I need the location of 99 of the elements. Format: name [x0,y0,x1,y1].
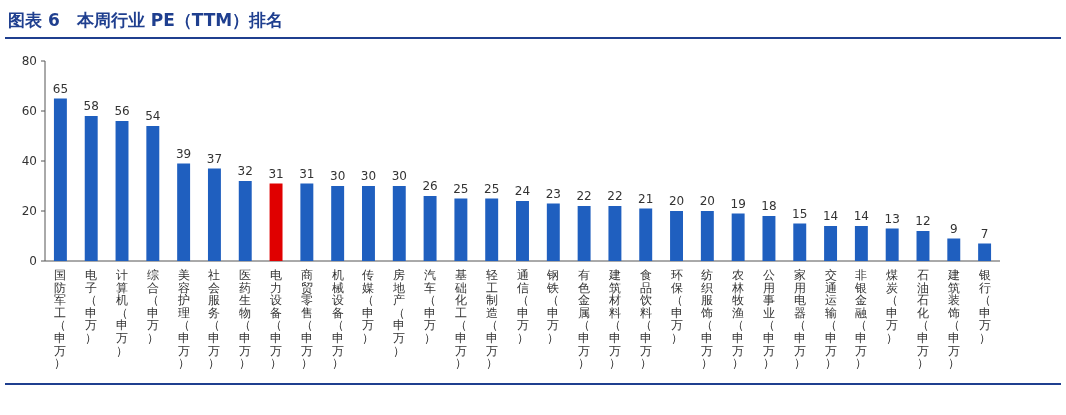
x-tick-label: 钢铁（申万） [546,268,560,345]
x-tick-label: 汽车（申万） [424,268,437,345]
data-label: 13 [884,211,900,226]
x-tick-label: 食品饮料（申万） [638,268,652,371]
x-tick-label: 计算机（申万） [116,268,129,358]
x-tick-label: 轻工制造（申万） [485,268,498,371]
y-tick-label: 0 [29,254,37,268]
data-label: 22 [607,189,623,203]
data-label: 22 [576,189,592,203]
x-tick-label: 国防军工（申万） [54,268,67,371]
x-tick-label: 社会服务（申万） [208,268,221,371]
data-label: 21 [638,191,654,206]
x-tick-label: 银行（申万） [977,268,991,345]
bar [824,226,838,261]
y-tick-label: 80 [21,54,37,68]
data-label: 23 [545,186,561,201]
data-label: 54 [145,109,161,123]
x-tick-label: 交通运输（申万） [824,268,837,371]
bar [84,116,98,261]
bar [53,98,67,261]
bar [115,121,129,261]
x-tick-label: 非银金融（申万） [854,268,868,371]
x-tick-label: 有色金属（申万） [578,268,591,371]
x-tick-label: 房地产（申万） [392,268,406,358]
data-label: 9 [949,221,958,236]
x-tick-label: 传媒（申万） [362,268,375,345]
y-tick-label: 40 [21,154,37,168]
data-label: 30 [391,169,407,183]
bar [300,183,314,261]
x-tick-label: 医药生物（申万） [239,268,252,371]
bar [670,211,683,261]
bar [947,238,961,261]
data-label: 65 [52,81,69,96]
y-tick-label: 20 [21,204,37,218]
bar [516,201,529,261]
x-tick-label: 环保（申万） [670,268,683,345]
chart-title: 图表 6 本周行业 PE（TTM）排名 [8,10,284,30]
x-tick-label: 综合（申万） [146,268,159,345]
x-tick-label: 农林牧渔（申万） [731,268,745,371]
bar [207,168,221,261]
bar [269,183,283,261]
data-label: 56 [114,104,130,118]
data-label: 25 [453,181,469,196]
x-tick-label: 通信（申万） [516,268,529,345]
bar [793,223,807,261]
bar [762,216,776,261]
bar [577,206,591,261]
data-label: 39 [175,146,192,161]
data-label: 15 [792,206,808,221]
data-label: 20 [699,194,715,208]
data-label: 30 [330,169,346,183]
bar [731,213,745,261]
x-tick-label: 公用事业（申万） [762,268,775,371]
bar [608,206,622,261]
data-label: 14 [853,209,870,223]
data-label: 30 [360,169,377,183]
x-tick-label: 建筑材料（申万） [607,268,621,371]
data-label: 58 [83,99,99,113]
bar [700,211,714,261]
bar [423,196,437,261]
data-label: 19 [730,196,746,211]
bar [362,186,375,261]
bar [546,203,560,261]
bar [146,126,160,261]
x-tick-label: 商贸零售（申万） [300,268,313,371]
x-tick-label: 机械设备（申万） [331,268,344,371]
data-label: 31 [299,166,315,181]
x-tick-label: 家用电器（申万） [793,268,806,371]
bar [916,231,930,261]
x-tick-label: 基础化工（申万） [453,268,467,371]
data-label: 32 [237,164,253,178]
x-tick-label: 电子（申万） [85,268,98,345]
bar [978,243,992,261]
bar [238,181,252,261]
data-label: 25 [484,181,500,196]
data-label: 18 [761,199,777,213]
x-tick-label: 石油石化（申万） [916,268,929,371]
bar [331,186,345,261]
x-tick-label: 建筑装饰（申万） [946,268,960,371]
data-label: 24 [514,184,531,198]
data-label: 20 [668,194,685,208]
x-tick-label: 美容护理（申万） [176,268,190,371]
bar [639,208,653,261]
bar [454,198,468,261]
data-label: 37 [206,151,223,166]
data-label: 26 [422,179,438,193]
data-label: 12 [915,214,931,228]
x-tick-label: 纺织服饰（申万） [700,268,714,371]
x-tick-label: 电力设备（申万） [270,268,283,371]
x-tick-label: 煤炭（申万） [886,268,899,345]
data-label: 14 [822,209,839,223]
bar [885,228,899,261]
bar [854,226,868,261]
bar [177,163,191,261]
bar [392,186,406,261]
bar [485,198,499,261]
y-tick-label: 60 [21,104,37,118]
data-label: 31 [268,166,284,181]
data-label: 7 [980,226,989,241]
